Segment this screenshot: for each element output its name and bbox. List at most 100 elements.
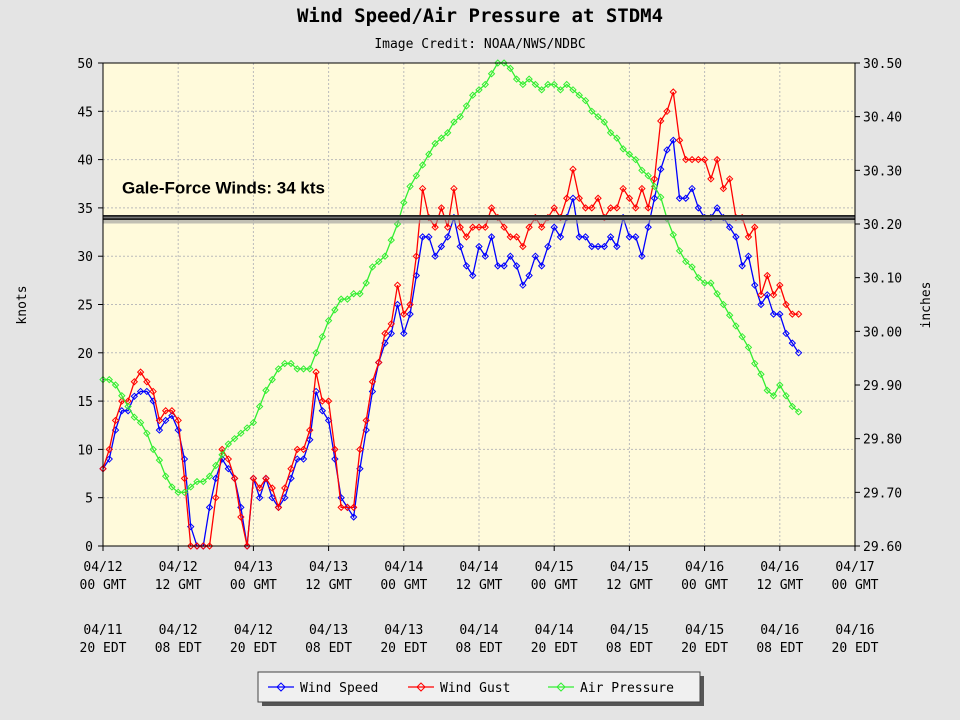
point-marker — [412, 171, 421, 180]
point-marker — [274, 365, 283, 373]
x-tick-label: 04/13 — [309, 560, 348, 575]
x-tick-label-edt: 04/13 — [384, 623, 423, 638]
point-marker — [143, 429, 151, 438]
point-marker — [143, 387, 151, 396]
point-marker — [537, 262, 546, 270]
x-tick-label: 04/15 — [535, 560, 574, 575]
point-marker — [675, 247, 684, 255]
point-marker — [337, 493, 345, 502]
point-marker — [337, 295, 345, 303]
x-tick-label-edt: 20 EDT — [230, 641, 277, 656]
x-tick-label: 04/17 — [835, 560, 874, 575]
point-marker — [318, 397, 327, 405]
point-marker — [657, 117, 665, 125]
point-marker — [606, 204, 615, 212]
point-marker — [606, 129, 615, 137]
y-tick-label: 5 — [85, 492, 93, 507]
point-marker — [205, 503, 214, 512]
point-marker — [594, 112, 602, 121]
point-marker — [776, 281, 784, 289]
y-tick-label: 40 — [77, 154, 93, 169]
point-marker — [544, 242, 552, 251]
point-marker — [155, 456, 164, 464]
point-marker — [130, 378, 139, 386]
x-tick-label-edt: 04/16 — [835, 623, 874, 638]
point-marker — [751, 223, 759, 231]
point-marker — [406, 182, 414, 191]
point-marker — [362, 279, 370, 287]
x-tick-label: 04/13 — [234, 560, 273, 575]
point-marker — [249, 474, 258, 483]
point-marker — [450, 118, 458, 126]
point-marker — [268, 493, 276, 502]
point-marker — [575, 194, 583, 202]
point-marker — [381, 329, 389, 338]
legend-box — [257, 671, 701, 703]
point-marker — [412, 252, 421, 260]
point-marker — [619, 184, 627, 193]
point-marker — [682, 194, 690, 202]
point-marker — [406, 300, 414, 309]
point-marker — [299, 455, 308, 463]
point-marker — [387, 236, 395, 244]
point-marker — [199, 542, 207, 550]
point-marker — [205, 472, 214, 480]
x-tick-label: 12 GMT — [456, 578, 503, 593]
legend-label: Wind Gust — [440, 681, 510, 696]
point-marker — [556, 86, 565, 94]
point-marker — [349, 503, 358, 512]
point-marker — [193, 477, 201, 486]
point-marker — [418, 233, 427, 241]
point-marker — [788, 310, 797, 318]
point-marker — [456, 242, 464, 251]
point-marker — [794, 349, 803, 357]
x-tick-label-edt: 04/13 — [309, 623, 348, 638]
point-marker — [287, 465, 295, 473]
point-marker — [725, 311, 734, 319]
point-marker — [324, 316, 333, 325]
point-marker — [713, 290, 721, 298]
point-marker — [149, 387, 157, 396]
point-marker — [744, 233, 753, 241]
point-marker — [519, 80, 527, 89]
point-marker — [613, 134, 621, 142]
point-marker — [174, 426, 182, 434]
y-tick-label: 0 — [85, 540, 93, 555]
point-marker — [663, 107, 671, 116]
x-tick-label: 00 GMT — [230, 578, 277, 593]
point-marker — [299, 365, 308, 373]
point-marker — [431, 252, 439, 260]
point-marker — [375, 257, 383, 266]
point-marker — [400, 329, 408, 338]
point-marker — [425, 233, 433, 241]
series-line — [102, 91, 799, 547]
point-marker — [782, 392, 790, 400]
point-marker — [519, 281, 527, 289]
point-marker — [675, 136, 684, 144]
point-marker — [331, 306, 339, 314]
point-marker — [537, 223, 546, 231]
point-marker — [249, 418, 258, 427]
point-marker — [494, 59, 502, 67]
point-marker — [368, 263, 377, 271]
point-marker — [187, 542, 195, 550]
legend-marker — [276, 682, 286, 692]
point-marker — [588, 242, 596, 251]
x-tick-label-edt: 20 EDT — [832, 641, 879, 656]
point-marker — [512, 233, 521, 241]
x-tick-label: 12 GMT — [606, 578, 653, 593]
point-marker — [349, 513, 358, 521]
point-marker — [525, 223, 533, 231]
x-tick-label-edt: 20 EDT — [380, 641, 427, 656]
marks: Gale-Force Winds: 34 kts — [99, 59, 855, 550]
point-marker — [431, 223, 439, 231]
point-marker — [462, 102, 471, 110]
point-marker — [719, 300, 728, 309]
point-marker — [443, 233, 452, 241]
point-marker — [193, 542, 201, 550]
y2-tick-label: 29.70 — [863, 486, 902, 501]
point-marker — [769, 291, 778, 299]
point-marker — [487, 204, 496, 212]
point-marker — [287, 359, 295, 368]
